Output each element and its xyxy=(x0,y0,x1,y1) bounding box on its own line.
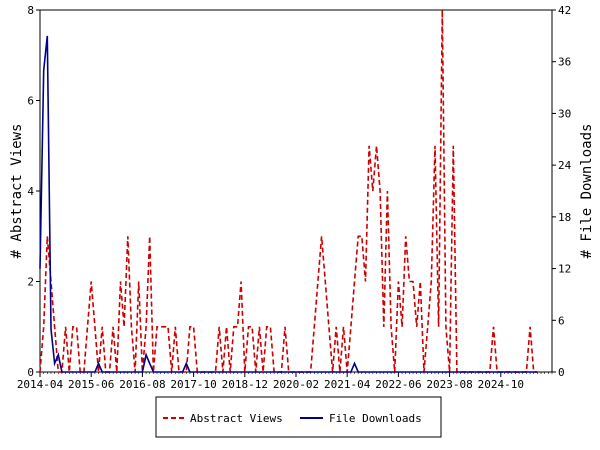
right-tick-label: 36 xyxy=(558,56,571,69)
left-axis: 0 2 4 6 8 xyxy=(27,4,40,379)
x-tick-label: 2022-06 xyxy=(375,378,421,391)
left-tick-label: 6 xyxy=(27,95,34,108)
series-layer xyxy=(39,9,538,373)
right-tick-label: 24 xyxy=(558,159,572,172)
x-tick-label: 2021-04 xyxy=(324,378,371,391)
left-tick-label: 2 xyxy=(27,276,34,289)
legend-label-file-downloads: File Downloads xyxy=(329,412,422,425)
left-tick-label: 4 xyxy=(27,185,34,198)
right-axis: 0 6 12 18 24 30 36 42 xyxy=(552,4,572,379)
right-tick-label: 12 xyxy=(558,263,571,276)
x-tick-label: 2016-08 xyxy=(119,378,165,391)
left-axis-title: # Abstract Views xyxy=(9,124,25,259)
x-axis: 2014-04 2015-06 2016-08 2017-10 2018-12 2020-… xyxy=(17,372,553,391)
right-tick-label: 18 xyxy=(558,211,571,224)
x-tick-label: 2014-04 xyxy=(17,378,64,391)
legend-label-abstract-views: Abstract Views xyxy=(190,412,283,425)
series-line-file-downloads xyxy=(39,35,538,373)
x-tick-label: 2023-08 xyxy=(426,378,472,391)
right-tick-label: 6 xyxy=(558,314,565,327)
legend-box xyxy=(155,396,442,438)
legend: Abstract Views File Downloads xyxy=(155,396,442,438)
left-tick-label: 0 xyxy=(27,366,34,379)
plot-area xyxy=(39,9,553,373)
x-tick-label: 2020-02 xyxy=(273,378,319,391)
x-tick-label: 2018-12 xyxy=(222,378,268,391)
plot-frame xyxy=(39,9,553,373)
left-tick-label: 8 xyxy=(27,4,34,17)
x-tick-label: 2017-10 xyxy=(170,378,216,391)
series-line-abstract-views xyxy=(39,9,538,373)
x-tick-label: 2015-06 xyxy=(68,378,114,391)
right-tick-label: 42 xyxy=(558,4,571,17)
x-tick-label: 2024-10 xyxy=(478,378,524,391)
right-tick-label: 30 xyxy=(558,107,571,120)
right-tick-label: 0 xyxy=(558,366,565,379)
right-axis-title: # File Downloads xyxy=(579,124,595,259)
